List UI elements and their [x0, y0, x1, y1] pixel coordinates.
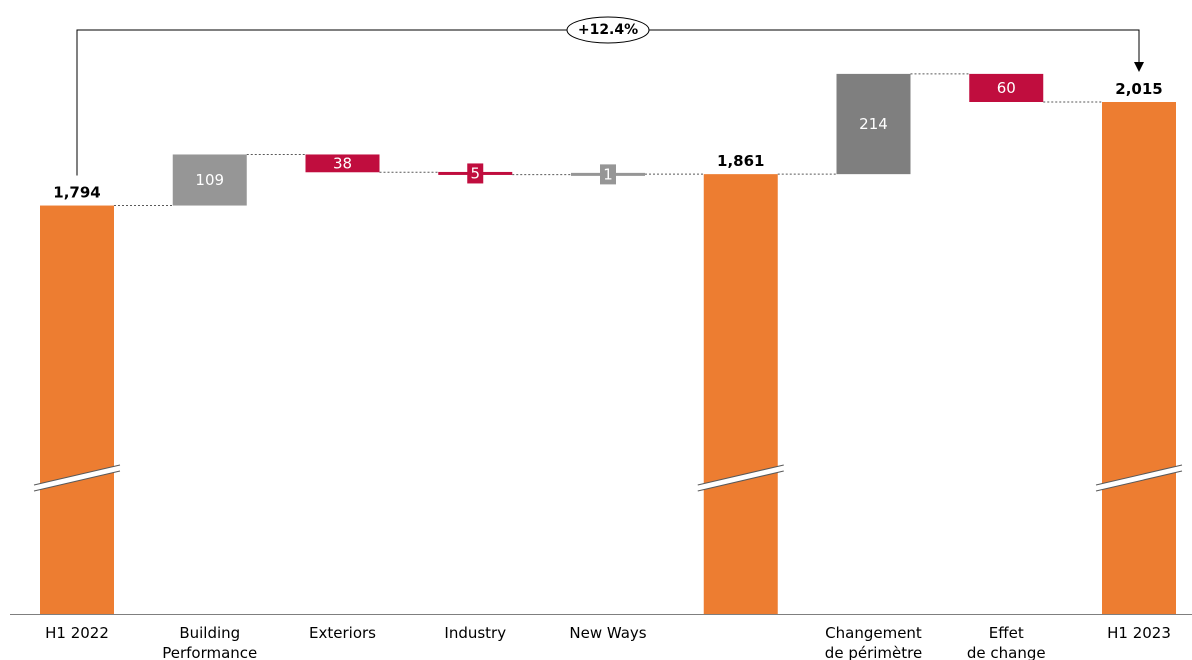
- growth-annotation: +12.4%: [76, 16, 1144, 176]
- axis-break-mark: [697, 464, 784, 492]
- category-label: Exteriors: [309, 624, 376, 642]
- axis-break-marks: [33, 464, 1183, 492]
- delta-value-label: 1: [603, 165, 613, 183]
- bar-h1-2023: [1102, 102, 1176, 614]
- bar-exteriors: [305, 154, 380, 173]
- category-label: de change: [967, 644, 1046, 660]
- delta-value-label: 214: [859, 115, 888, 133]
- category-label: Building: [179, 624, 240, 642]
- bar-subtotal: [703, 174, 778, 615]
- category-label: H1 2022: [45, 624, 109, 642]
- category-label: Effet: [989, 624, 1024, 642]
- growth-bracket-line: [76, 29, 1140, 176]
- category-label: Industry: [444, 624, 506, 642]
- category-label: New Ways: [569, 624, 646, 642]
- bar-h1-2022: [40, 205, 114, 614]
- growth-label: +12.4%: [578, 22, 638, 38]
- category-label: Changement: [825, 624, 922, 642]
- total-value-label: 2,015: [1115, 80, 1162, 98]
- bar-effet-de-change: [969, 73, 1044, 102]
- delta-value-label: 38: [333, 154, 352, 172]
- small-value-badge: [600, 164, 616, 185]
- small-value-badge: [467, 163, 484, 184]
- category-label: Performance: [162, 644, 257, 660]
- total-value-label: 1,861: [717, 152, 764, 170]
- total-value-label: 1,794: [53, 184, 100, 202]
- bar-changement-de-p-rim-tre: [836, 73, 911, 175]
- delta-value-label: 5: [470, 164, 480, 182]
- bar-building-performance: [172, 154, 247, 206]
- growth-badge: [566, 16, 650, 44]
- bars-group: [40, 73, 1176, 615]
- category-labels: H1 2022 Building Performance Exteriors Indus…: [45, 624, 1171, 660]
- growth-arrow-head: [1134, 62, 1144, 72]
- category-label: de périmètre: [825, 644, 922, 660]
- connector-lines: [114, 73, 1102, 207]
- delta-value-label: 109: [195, 171, 224, 189]
- axis-break-mark: [33, 464, 121, 492]
- bar-value-labels: 1,794 109 38 5 1 1,861 214 60 2,015: [53, 79, 1162, 202]
- axis-break-mark: [1095, 464, 1183, 492]
- delta-value-label: 60: [997, 79, 1016, 97]
- category-label: H1 2023: [1107, 624, 1171, 642]
